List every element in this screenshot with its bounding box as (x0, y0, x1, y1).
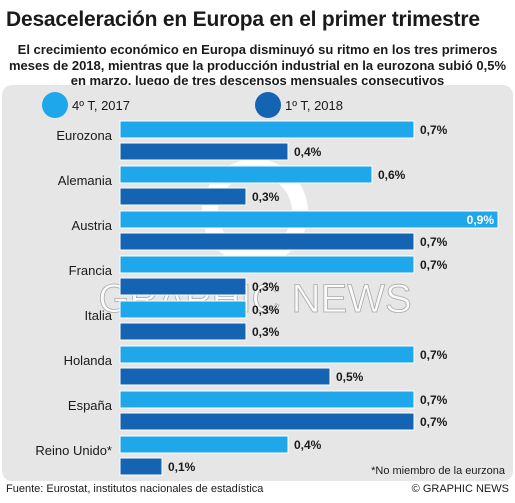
source-note: Fuente: Eurostat, institutos nacionales … (6, 483, 264, 495)
bar-series1 (119, 255, 415, 274)
bar-series1 (119, 435, 289, 454)
credit-note: © GRAPHIC NEWS (411, 483, 509, 495)
bar-series2 (119, 367, 331, 386)
chart-subtitle: El crecimiento económico en Europa dismi… (8, 42, 507, 88)
bar-series2 (119, 142, 289, 161)
category-label: Alemania (58, 173, 113, 188)
category-label: Eurozona (56, 128, 112, 143)
bar-series2 (119, 322, 247, 341)
data-label-series2: 0,3% (252, 280, 280, 294)
bar-series1 (119, 390, 415, 409)
data-label-series1: 0,4% (294, 438, 322, 452)
data-label-series1: 0,7% (420, 258, 448, 272)
data-label-series1: 0,3% (252, 303, 280, 317)
data-label-series1: 0,7% (420, 393, 448, 407)
data-label-series2: 0,5% (336, 370, 364, 384)
category-label: España (68, 398, 113, 413)
data-label-series2: 0,7% (420, 235, 448, 249)
bar-series2 (119, 187, 247, 206)
category-label: Francia (69, 263, 113, 278)
bar-series1 (119, 165, 373, 184)
bar-series2 (119, 232, 415, 251)
category-label: Holanda (64, 353, 113, 368)
data-label-series2: 0,1% (168, 460, 196, 474)
data-label-series2: 0,7% (420, 415, 448, 429)
legend-swatch-series2 (255, 92, 281, 118)
legend-label-series2: 1º T, 2018 (285, 98, 343, 113)
chart-title: Desaceleración en Europa en el primer tr… (6, 8, 480, 31)
data-label-series2: 0,3% (252, 325, 280, 339)
data-label-series2: 0,4% (294, 145, 322, 159)
footnote: *No miembro de la eurzona (371, 465, 506, 477)
bar-series2 (119, 277, 247, 296)
legend-swatch-series1 (42, 92, 68, 118)
bar-series1 (119, 210, 499, 229)
bar-series1 (119, 345, 415, 364)
category-label: Reino Unido* (35, 443, 112, 458)
category-label: Italia (85, 308, 113, 323)
category-label: Austria (72, 218, 113, 233)
legend-label-series1: 4º T, 2017 (72, 98, 130, 113)
data-label-series2: 0,3% (252, 190, 280, 204)
bar-series1 (119, 300, 247, 319)
bar-series2 (119, 457, 163, 476)
data-label-series1: 0,7% (420, 348, 448, 362)
data-label-series1: 0,7% (420, 123, 448, 137)
data-label-series1: 0,9% (467, 213, 495, 227)
bar-series1 (119, 120, 415, 139)
bar-series2 (119, 412, 415, 431)
data-label-series1: 0,6% (378, 168, 406, 182)
